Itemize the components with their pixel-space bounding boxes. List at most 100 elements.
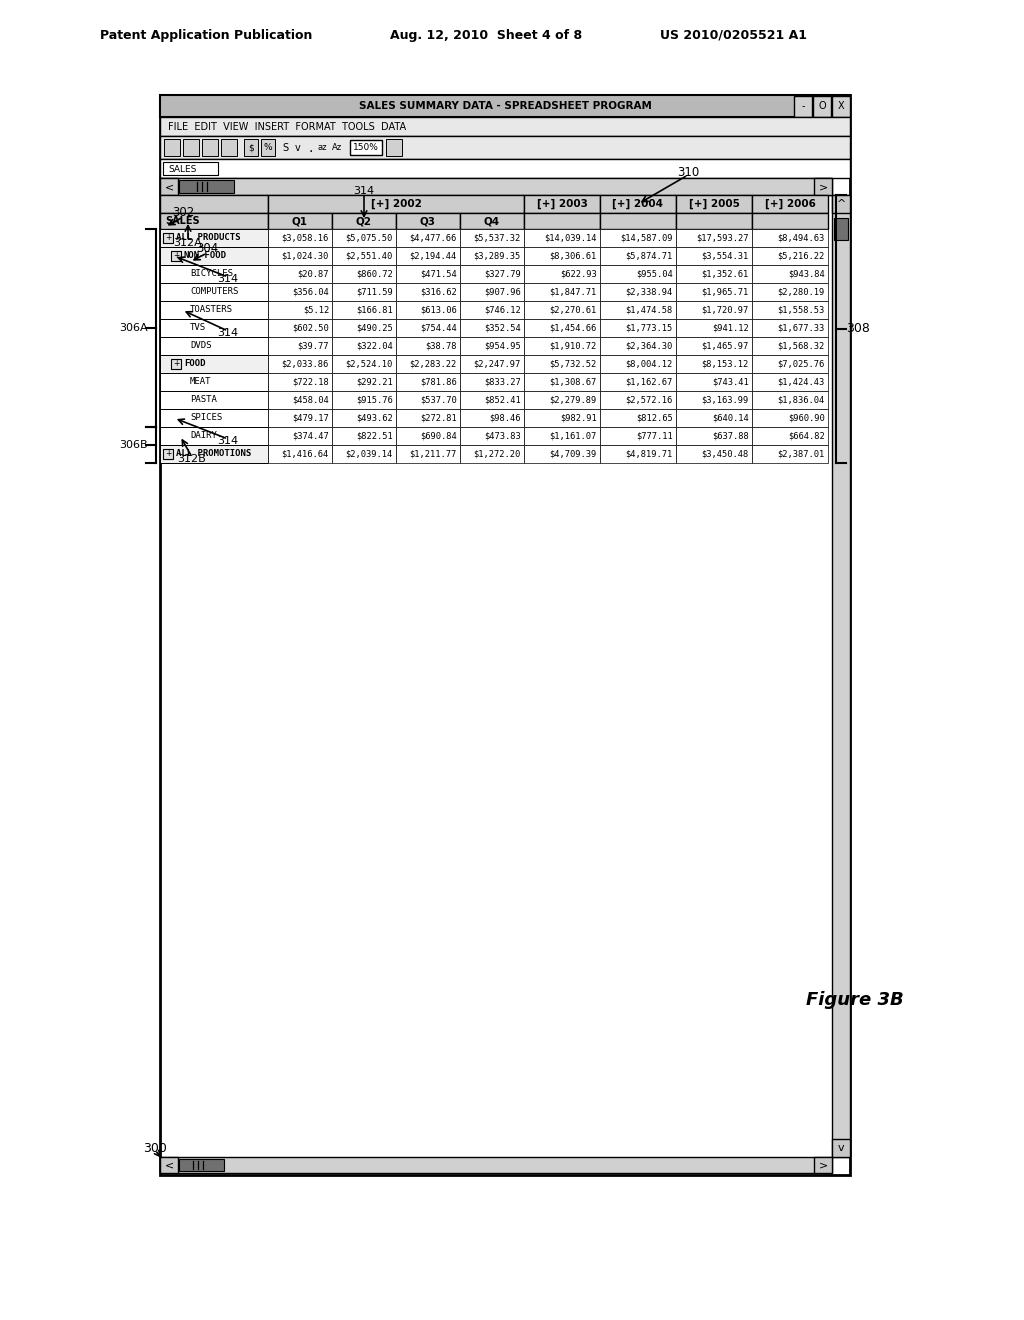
Text: $5,216.22: $5,216.22 — [778, 252, 825, 260]
Text: $1,836.04: $1,836.04 — [778, 396, 825, 404]
Text: $1,424.43: $1,424.43 — [778, 378, 825, 387]
Bar — [160, 1158, 178, 1173]
Bar — [268, 319, 332, 337]
Bar — [460, 426, 524, 445]
Text: $3,289.35: $3,289.35 — [474, 252, 521, 260]
Text: v: v — [838, 1143, 845, 1152]
Text: $5.12: $5.12 — [303, 305, 329, 314]
Text: $690.84: $690.84 — [420, 432, 457, 441]
Bar — [831, 96, 850, 117]
Bar — [160, 95, 850, 117]
Bar — [163, 162, 218, 176]
Bar — [600, 391, 676, 409]
Text: $1,162.67: $1,162.67 — [626, 378, 673, 387]
Bar — [752, 319, 828, 337]
Bar — [676, 247, 752, 265]
Bar — [524, 374, 600, 391]
Text: ALL PROMOTIONS: ALL PROMOTIONS — [176, 450, 251, 458]
Bar — [813, 96, 831, 117]
Bar — [163, 449, 173, 459]
Text: $8,306.61: $8,306.61 — [550, 252, 597, 260]
Text: $4,819.71: $4,819.71 — [626, 450, 673, 458]
Text: BICYCLES: BICYCLES — [190, 269, 233, 279]
Text: Q2: Q2 — [356, 216, 372, 226]
Text: $812.65: $812.65 — [636, 413, 673, 422]
Text: $2,338.94: $2,338.94 — [626, 288, 673, 297]
Bar — [332, 301, 396, 319]
Bar — [676, 213, 752, 228]
Text: ^: ^ — [837, 199, 846, 209]
Text: $14,039.14: $14,039.14 — [545, 234, 597, 243]
Text: $2,247.97: $2,247.97 — [474, 359, 521, 368]
Text: %: % — [264, 144, 272, 153]
Text: 314: 314 — [217, 327, 239, 338]
Text: FOOD: FOOD — [184, 359, 206, 368]
Text: $2,039.14: $2,039.14 — [346, 450, 393, 458]
Bar — [460, 355, 524, 374]
Bar — [332, 282, 396, 301]
Text: $292.21: $292.21 — [356, 378, 393, 387]
Bar — [676, 426, 752, 445]
Bar — [814, 1158, 831, 1173]
Text: 310: 310 — [677, 166, 699, 180]
Bar — [244, 139, 258, 156]
Bar — [332, 355, 396, 374]
Text: US 2010/0205521 A1: US 2010/0205521 A1 — [660, 29, 807, 41]
Text: $2,283.22: $2,283.22 — [410, 359, 457, 368]
Bar — [221, 139, 237, 156]
Bar — [524, 355, 600, 374]
Text: 302: 302 — [172, 206, 195, 219]
Bar — [676, 391, 752, 409]
Text: $1,568.32: $1,568.32 — [778, 342, 825, 351]
Text: $38.78: $38.78 — [426, 342, 457, 351]
Bar — [460, 265, 524, 282]
Bar — [600, 319, 676, 337]
Text: -: - — [801, 102, 805, 111]
Bar — [396, 337, 460, 355]
Bar — [268, 374, 332, 391]
Bar — [676, 282, 752, 301]
Text: $613.06: $613.06 — [420, 305, 457, 314]
Text: <: < — [165, 1160, 174, 1170]
Bar — [386, 139, 402, 156]
Bar — [171, 359, 181, 370]
Bar — [160, 95, 850, 1175]
Text: $98.46: $98.46 — [489, 413, 521, 422]
Text: $17,593.27: $17,593.27 — [696, 234, 749, 243]
Bar — [600, 409, 676, 426]
Text: $915.76: $915.76 — [356, 396, 393, 404]
Bar — [600, 301, 676, 319]
Bar — [676, 409, 752, 426]
Bar — [752, 195, 828, 213]
Text: $5,537.32: $5,537.32 — [474, 234, 521, 243]
Text: $14,587.09: $14,587.09 — [621, 234, 673, 243]
Text: $602.50: $602.50 — [292, 323, 329, 333]
Bar — [834, 218, 848, 240]
Bar — [752, 282, 828, 301]
Bar — [752, 228, 828, 247]
Bar — [831, 195, 850, 213]
Bar — [396, 426, 460, 445]
Bar — [676, 355, 752, 374]
Bar — [460, 391, 524, 409]
Text: MEAT: MEAT — [190, 378, 212, 387]
Bar — [160, 445, 268, 463]
Bar — [600, 355, 676, 374]
Bar — [332, 265, 396, 282]
Bar — [524, 445, 600, 463]
Bar — [814, 178, 831, 195]
Text: $4,709.39: $4,709.39 — [550, 450, 597, 458]
Text: $39.77: $39.77 — [298, 342, 329, 351]
Text: $1,910.72: $1,910.72 — [550, 342, 597, 351]
Text: $4,477.66: $4,477.66 — [410, 234, 457, 243]
Bar — [752, 445, 828, 463]
Text: $8,153.12: $8,153.12 — [701, 359, 749, 368]
Bar — [831, 195, 850, 1158]
Bar — [171, 251, 181, 261]
Text: $537.70: $537.70 — [420, 396, 457, 404]
Bar — [160, 282, 268, 301]
Text: $982.91: $982.91 — [560, 413, 597, 422]
Text: $1,211.77: $1,211.77 — [410, 450, 457, 458]
Bar — [396, 391, 460, 409]
Text: $1,847.71: $1,847.71 — [550, 288, 597, 297]
